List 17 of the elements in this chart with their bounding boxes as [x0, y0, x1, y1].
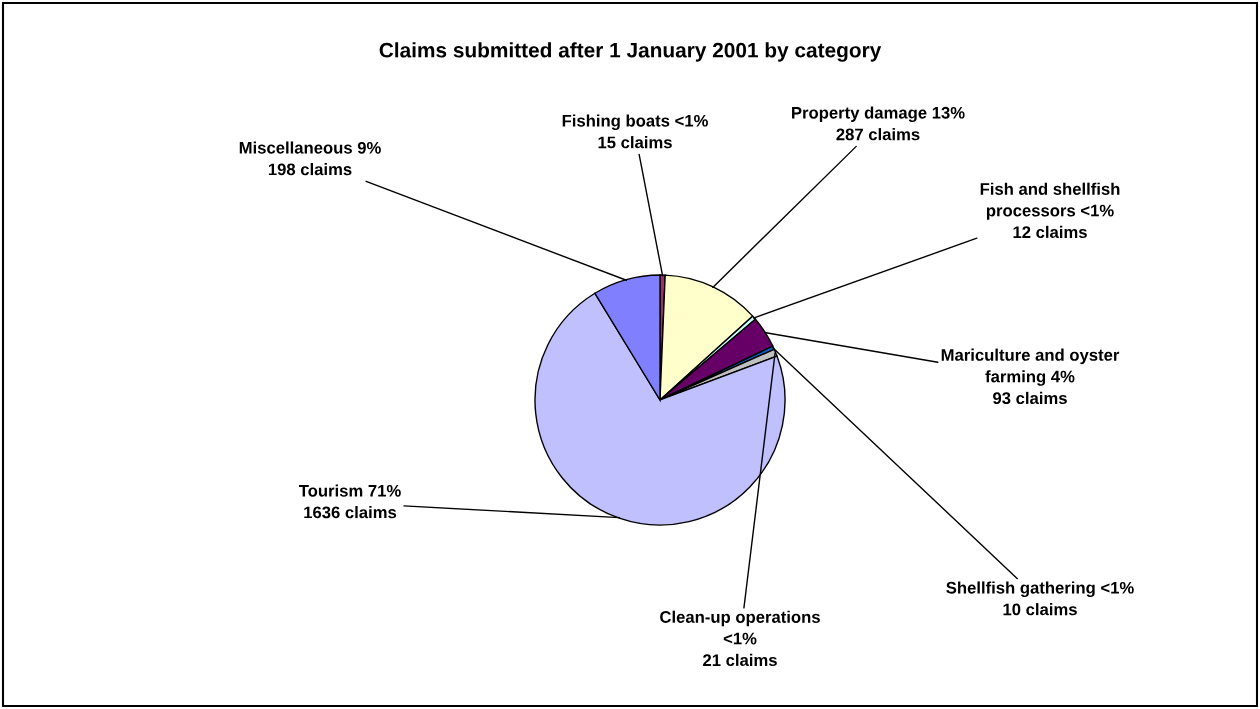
slice-label: Tourism 71% [298, 484, 401, 497]
data-label: 198 claims [268, 163, 352, 176]
slice-label: Fishing boats <1% [562, 114, 708, 131]
slice-label: Clean-up operations <1% [660, 610, 820, 645]
slice-label: Mariculture and oyster farming 4% [941, 348, 1120, 386]
slice-label: Miscellaneous 9% [239, 141, 381, 154]
slice-label: Shellfish gathering <1% [946, 581, 1134, 598]
slice-label: Fish and shellfish processors <1% [980, 182, 1120, 220]
data-label: 287 claims [836, 128, 920, 141]
slice-label: Property damage 13% [792, 106, 965, 123]
data-label: 12 claims [1013, 225, 1087, 239]
data-label: 21 claims [703, 653, 777, 667]
data-label: 1636 claims [304, 506, 397, 519]
data-label: 93 claims [993, 391, 1067, 405]
data-label: 10 claims [1003, 603, 1077, 616]
chart-title: Claims submitted after 1 January 2001 by category [379, 42, 882, 62]
data-label: 15 claims [598, 136, 672, 149]
